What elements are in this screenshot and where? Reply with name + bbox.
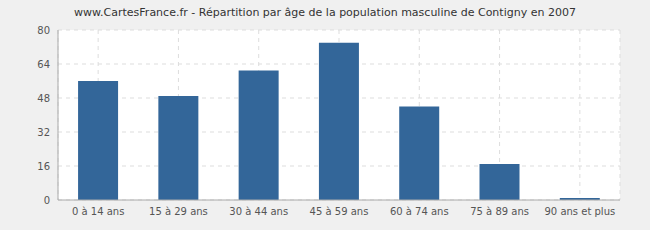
- svg-text:0: 0: [44, 195, 50, 206]
- svg-text:48: 48: [37, 93, 50, 104]
- svg-text:0 à 14 ans: 0 à 14 ans: [72, 206, 124, 217]
- svg-text:32: 32: [37, 127, 50, 138]
- svg-text:80: 80: [37, 25, 50, 36]
- svg-text:64: 64: [37, 59, 50, 70]
- svg-text:30 à 44 ans: 30 à 44 ans: [229, 206, 288, 217]
- svg-text:75 à 89 ans: 75 à 89 ans: [470, 206, 529, 217]
- svg-text:60 à 74 ans: 60 à 74 ans: [390, 206, 449, 217]
- svg-text:45 à 59 ans: 45 à 59 ans: [310, 206, 369, 217]
- svg-text:16: 16: [37, 161, 50, 172]
- svg-text:15 à 29 ans: 15 à 29 ans: [149, 206, 208, 217]
- html-text:www.CartesFrance.fr - Répartit: www.CartesFrance.fr - Répartition par âg…: [74, 6, 576, 19]
- svg-text:90 ans et plus: 90 ans et plus: [545, 206, 616, 217]
